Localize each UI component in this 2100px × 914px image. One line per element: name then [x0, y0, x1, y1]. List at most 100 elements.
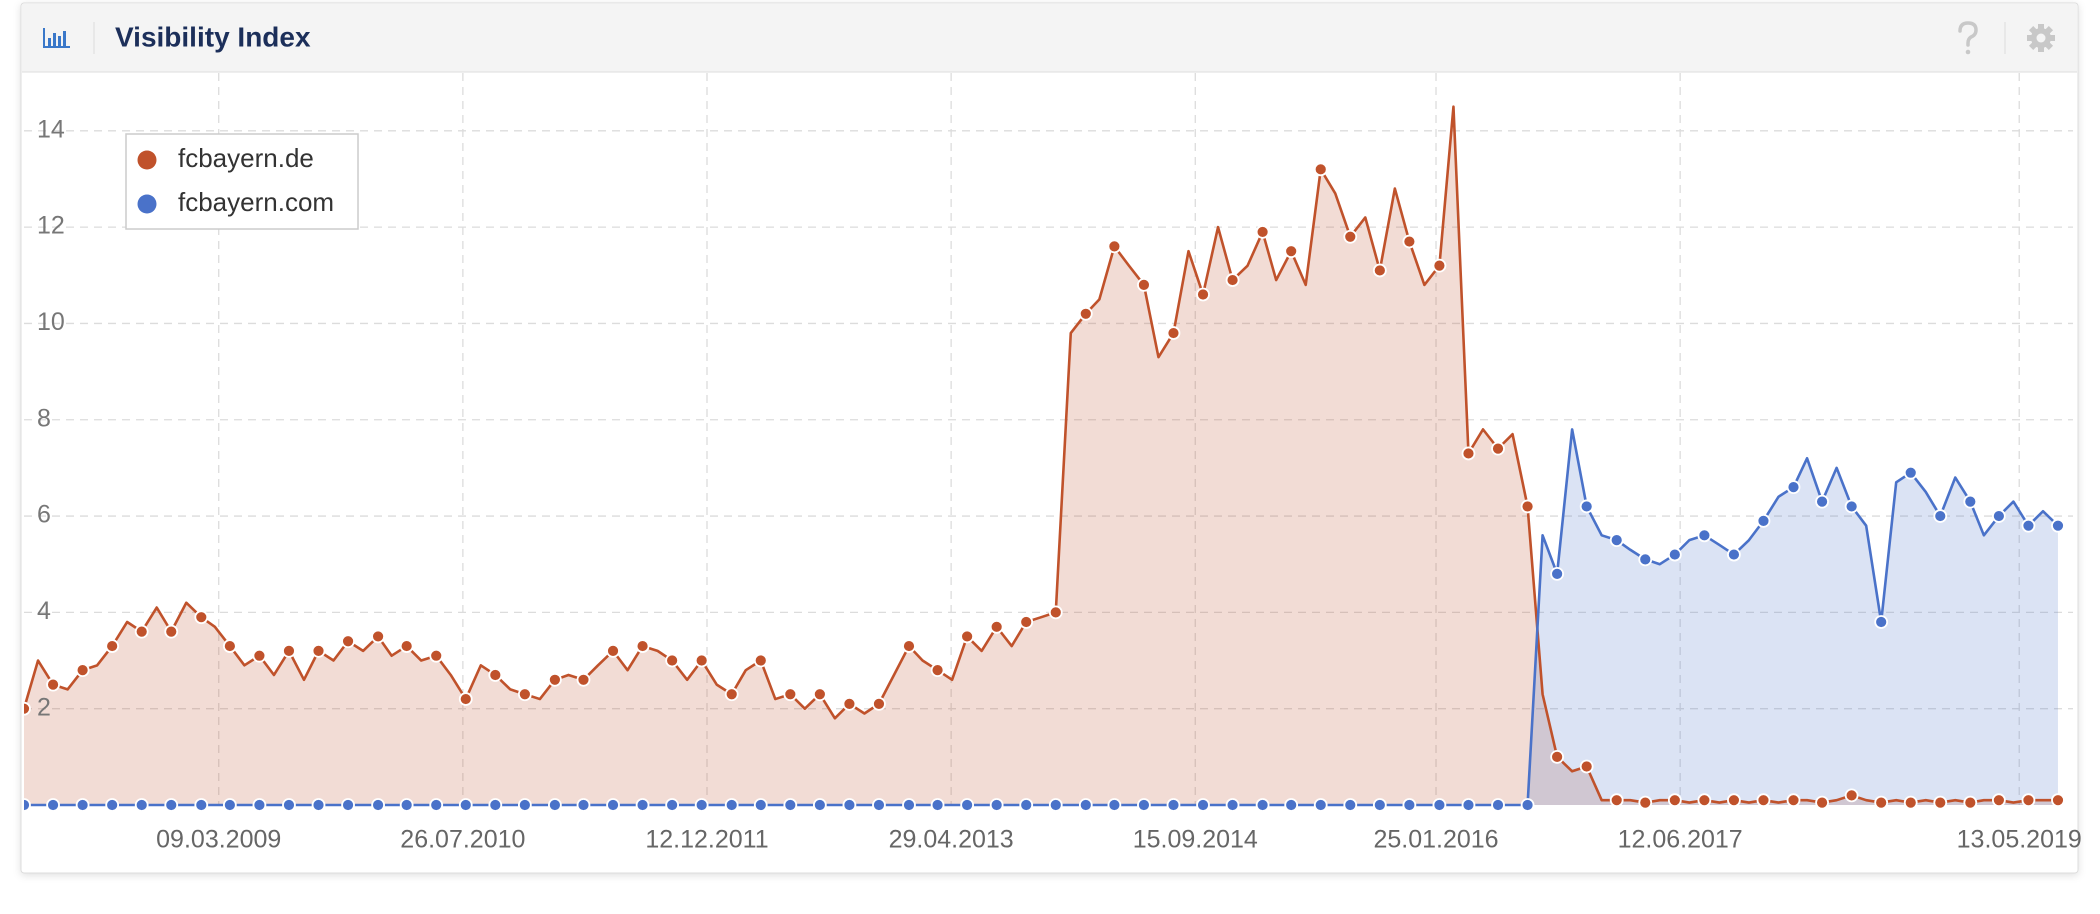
data-point [1225, 798, 1240, 812]
data-point [783, 687, 798, 702]
help-icon[interactable] [1958, 21, 1978, 47]
data-point [371, 629, 385, 644]
data-point [1196, 287, 1210, 302]
data-point [1874, 795, 1889, 810]
data-point [842, 798, 857, 812]
data-point [75, 663, 90, 678]
data-point [989, 798, 1004, 812]
header-bg [22, 4, 2077, 72]
data-point [105, 798, 120, 812]
data-point [1461, 446, 1476, 461]
data-point [458, 692, 473, 706]
data-point [812, 798, 827, 812]
data-point [1166, 326, 1181, 340]
data-point [164, 624, 179, 639]
data-point [606, 643, 620, 658]
data-point [194, 610, 209, 625]
data-point [164, 798, 179, 812]
data-point [1579, 499, 1594, 514]
data-point [1461, 798, 1476, 812]
data-point [694, 653, 709, 668]
chart-icon [43, 28, 70, 48]
data-point [1756, 793, 1771, 808]
data-point [1078, 798, 1093, 812]
data-point [1019, 615, 1034, 629]
data-point [311, 643, 326, 658]
data-point [635, 639, 650, 653]
data-point [1313, 162, 1328, 177]
data-point [1491, 798, 1505, 812]
labels: 2 4 6 8 10 12 14 09.03.2009 26.07.2010 12.12.2011… [37, 115, 2082, 853]
data-point [1255, 798, 1270, 812]
data-point [105, 639, 120, 653]
data-point [930, 663, 945, 678]
data-point [222, 639, 237, 653]
x-tick-label: 09.03.2009 [156, 826, 281, 854]
data-point [46, 677, 60, 692]
data-point [1343, 798, 1358, 812]
data-point [222, 798, 237, 812]
data-point [311, 798, 326, 812]
data-point [399, 798, 414, 812]
data-point [2021, 518, 2036, 533]
settings-icon[interactable] [2027, 24, 2055, 52]
data-point [1991, 509, 2006, 523]
data-point [1903, 465, 1918, 480]
data-point [458, 798, 473, 812]
data-point [24, 701, 31, 716]
data-point [252, 798, 267, 812]
data-point [517, 687, 532, 702]
data-point [1107, 239, 1122, 254]
data-point [1550, 749, 1565, 764]
data-point [1048, 605, 1063, 620]
legend-box [125, 133, 359, 230]
y-tick-label: 2 [37, 693, 51, 721]
data-point [1107, 798, 1122, 812]
x-tick-label: 25.01.2016 [1373, 826, 1498, 854]
legend-label: fcbayern.com [178, 187, 334, 217]
data-point [1638, 795, 1653, 810]
chart-title: Visibility Index [115, 21, 311, 52]
data-point [1255, 225, 1270, 239]
data-point [1225, 273, 1240, 287]
data-point [1609, 533, 1624, 548]
data-point [1313, 798, 1328, 812]
data-point [1520, 499, 1535, 514]
data-point [902, 798, 916, 812]
data-point [134, 798, 149, 812]
data-point [576, 798, 591, 812]
data-point [371, 798, 385, 812]
data-point [1402, 798, 1417, 812]
data-point [1048, 798, 1063, 812]
help-icon-dot [1965, 49, 1971, 55]
series-area [24, 106, 2058, 806]
card [20, 2, 2079, 874]
y-tick-label: 14 [37, 115, 65, 143]
data-point [1550, 566, 1565, 581]
data-point [488, 668, 503, 682]
data-point [1756, 513, 1771, 528]
x-tick-label: 13.05.2019 [1957, 826, 2082, 854]
data-point [1991, 793, 2006, 808]
data-point [1196, 798, 1210, 812]
y-tick-label: 10 [37, 308, 65, 336]
data-point [753, 653, 768, 668]
data-point [75, 798, 90, 812]
data-point [517, 798, 532, 812]
x-tick-label: 26.07.2010 [400, 826, 525, 854]
data-point [1609, 793, 1624, 808]
y-tick-label: 4 [37, 597, 51, 625]
data-point [1815, 494, 1829, 509]
legend-label: fcbayern.de [178, 143, 314, 173]
data-point [1903, 795, 1918, 810]
data-point [872, 798, 886, 812]
data-point [724, 687, 739, 702]
data-point [1579, 759, 1594, 774]
data-point [1786, 480, 1801, 495]
series-line [24, 105, 2058, 804]
data-point [1491, 441, 1505, 456]
data-point [282, 798, 296, 812]
data-point [1638, 552, 1653, 567]
y-tick-label: 8 [37, 404, 51, 432]
